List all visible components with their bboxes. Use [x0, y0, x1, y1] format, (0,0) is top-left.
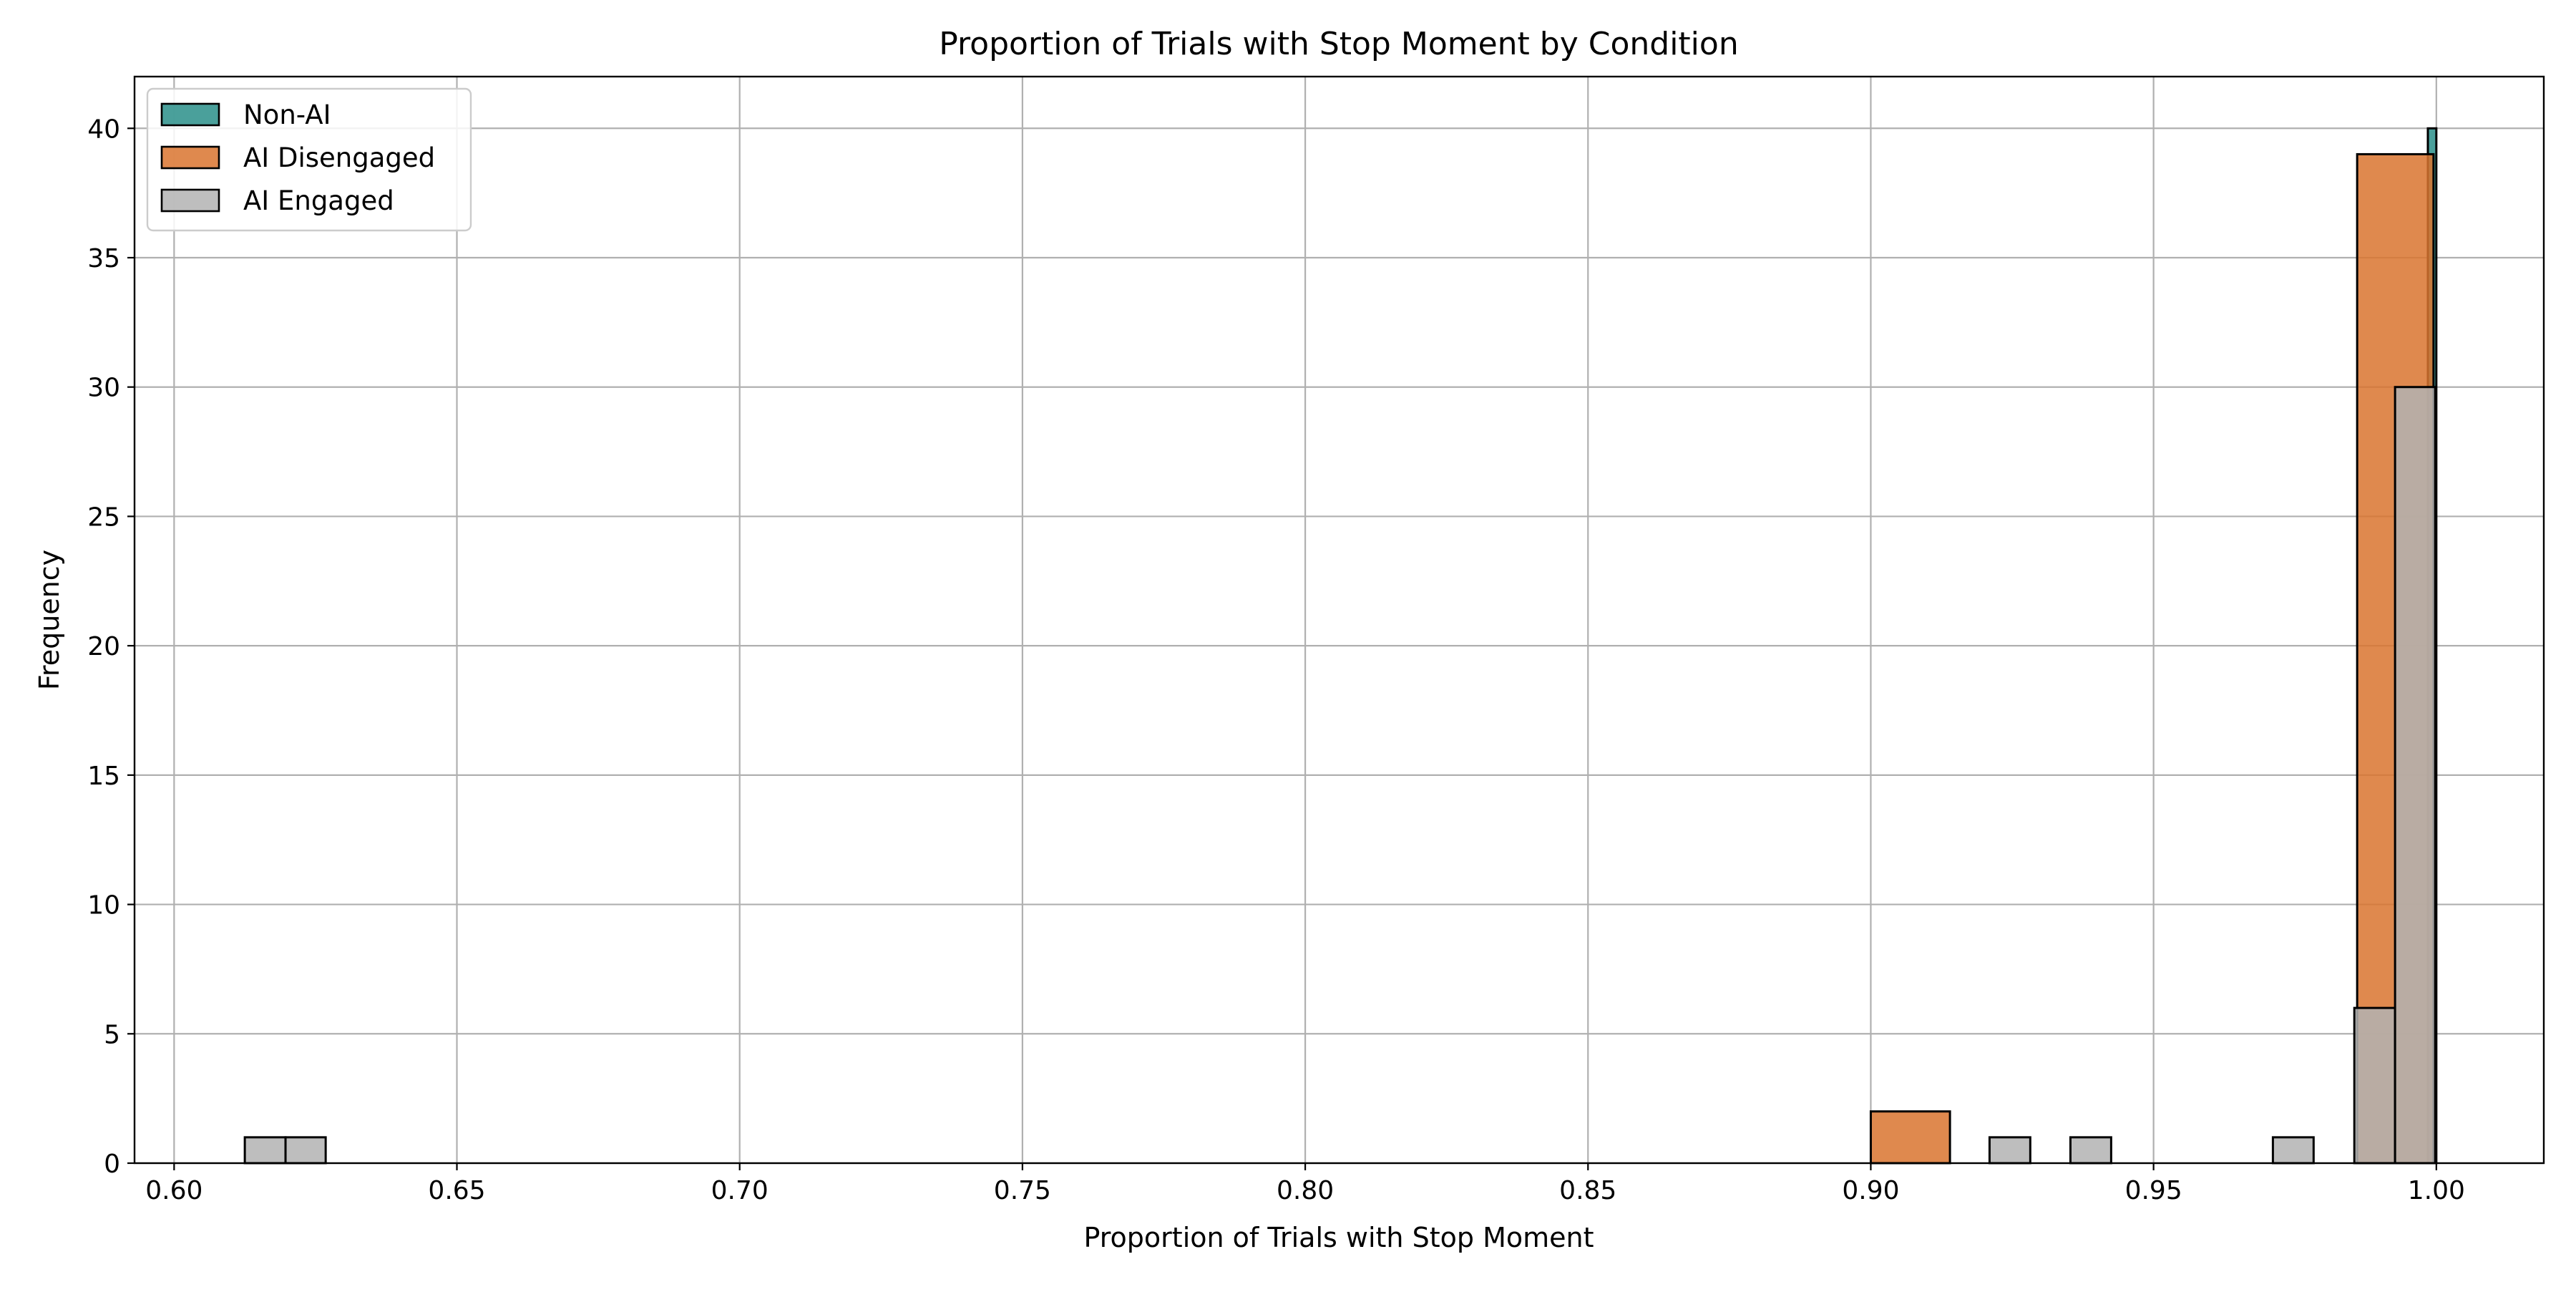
histogram-bar-ai-engaged	[2069, 1136, 2112, 1165]
x-tick-label: 0.85	[1559, 1176, 1616, 1205]
histogram-bar-ai-disengaged	[1869, 1110, 1951, 1165]
legend-label-ai-engaged: AI Engaged	[243, 185, 394, 216]
histogram-bar-ai-engaged	[284, 1136, 327, 1165]
histogram-bar-ai-engaged	[243, 1136, 287, 1165]
legend-swatch-ai-disengaged	[160, 145, 220, 170]
y-tick-label: 40	[87, 115, 120, 144]
legend-swatch-ai-engaged	[160, 188, 220, 213]
x-tick-label: 0.80	[1277, 1176, 1334, 1205]
legend-label-ai-disengaged: AI Disengaged	[243, 142, 435, 173]
x-tick-label: 0.65	[428, 1176, 485, 1205]
y-tick-label: 10	[87, 891, 120, 921]
x-tick-label: 0.90	[1842, 1176, 1899, 1205]
y-tick-label: 20	[87, 632, 120, 661]
y-axis-label: Frequency	[34, 550, 65, 690]
x-tick-label: 0.70	[711, 1176, 769, 1205]
histogram-bars	[243, 127, 2438, 1165]
histogram-bar-ai-engaged	[1988, 1136, 2031, 1165]
histogram-bar-ai-engaged	[2394, 386, 2436, 1165]
legend-frame	[146, 87, 472, 232]
x-axis-label: Proportion of Trials with Stop Moment	[1084, 1222, 1594, 1253]
x-tick-label: 0.60	[145, 1176, 203, 1205]
x-tick-label: 0.95	[2125, 1176, 2182, 1205]
x-axis-ticks: 0.60 0.65 0.70 0.75 0.80 0.85 0.90 0.95 1.00	[145, 1163, 2465, 1205]
histogram-bar-ai-engaged	[2353, 1006, 2396, 1165]
legend: Non-AI AI Disengaged AI Engaged	[146, 87, 472, 232]
plot-area-frame	[133, 75, 2545, 1165]
chart-title: Proportion of Trials with Stop Moment by…	[939, 26, 1738, 62]
y-tick-label: 25	[87, 502, 120, 532]
y-tick-label: 15	[87, 762, 120, 791]
y-tick-label: 0	[104, 1150, 120, 1179]
y-axis-ticks: 0 5 10 15 20 25 30 35 40	[87, 115, 135, 1179]
y-tick-label: 35	[87, 244, 120, 273]
x-tick-label: 1.00	[2408, 1176, 2465, 1205]
histogram-bar-ai-engaged	[2271, 1136, 2315, 1165]
y-tick-label: 30	[87, 374, 120, 403]
y-tick-label: 5	[104, 1020, 120, 1049]
legend-label-non-ai: Non-AI	[243, 99, 331, 130]
legend-swatch-non-ai	[160, 102, 220, 127]
x-tick-label: 0.75	[994, 1176, 1051, 1205]
